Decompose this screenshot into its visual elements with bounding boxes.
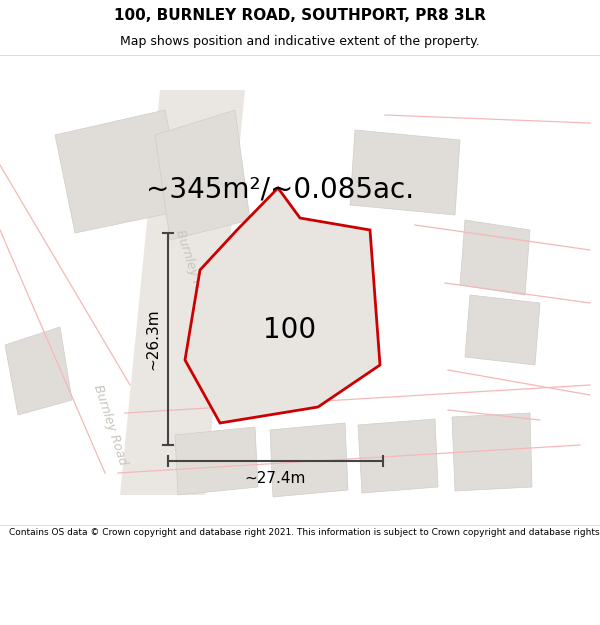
Polygon shape: [350, 130, 460, 215]
Polygon shape: [270, 423, 348, 497]
Polygon shape: [358, 419, 438, 493]
Polygon shape: [155, 110, 250, 240]
Polygon shape: [120, 90, 245, 495]
Polygon shape: [185, 188, 380, 423]
Text: 100: 100: [263, 316, 317, 344]
Text: Map shows position and indicative extent of the property.: Map shows position and indicative extent…: [120, 35, 480, 48]
Text: Burnley Road: Burnley Road: [173, 228, 211, 312]
Text: ~27.4m: ~27.4m: [245, 471, 306, 486]
Text: ~345m²/~0.085ac.: ~345m²/~0.085ac.: [146, 176, 414, 204]
Polygon shape: [452, 413, 532, 491]
Text: ~26.3m: ~26.3m: [145, 308, 160, 370]
Polygon shape: [55, 110, 185, 233]
Polygon shape: [465, 295, 540, 365]
Text: 100, BURNLEY ROAD, SOUTHPORT, PR8 3LR: 100, BURNLEY ROAD, SOUTHPORT, PR8 3LR: [114, 8, 486, 23]
Text: Burnley Road: Burnley Road: [91, 383, 129, 467]
Text: Contains OS data © Crown copyright and database right 2021. This information is : Contains OS data © Crown copyright and d…: [9, 528, 600, 537]
Polygon shape: [5, 327, 72, 415]
Polygon shape: [460, 220, 530, 295]
Polygon shape: [175, 427, 258, 495]
